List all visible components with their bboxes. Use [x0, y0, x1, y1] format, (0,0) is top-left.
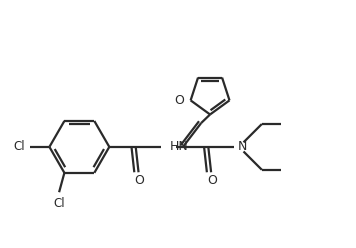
Text: O: O	[134, 174, 144, 186]
Text: Cl: Cl	[13, 140, 25, 154]
Text: N: N	[238, 140, 247, 154]
Text: Cl: Cl	[53, 197, 65, 211]
Text: HN: HN	[170, 140, 189, 154]
Text: O: O	[174, 94, 184, 107]
Text: O: O	[207, 174, 217, 186]
